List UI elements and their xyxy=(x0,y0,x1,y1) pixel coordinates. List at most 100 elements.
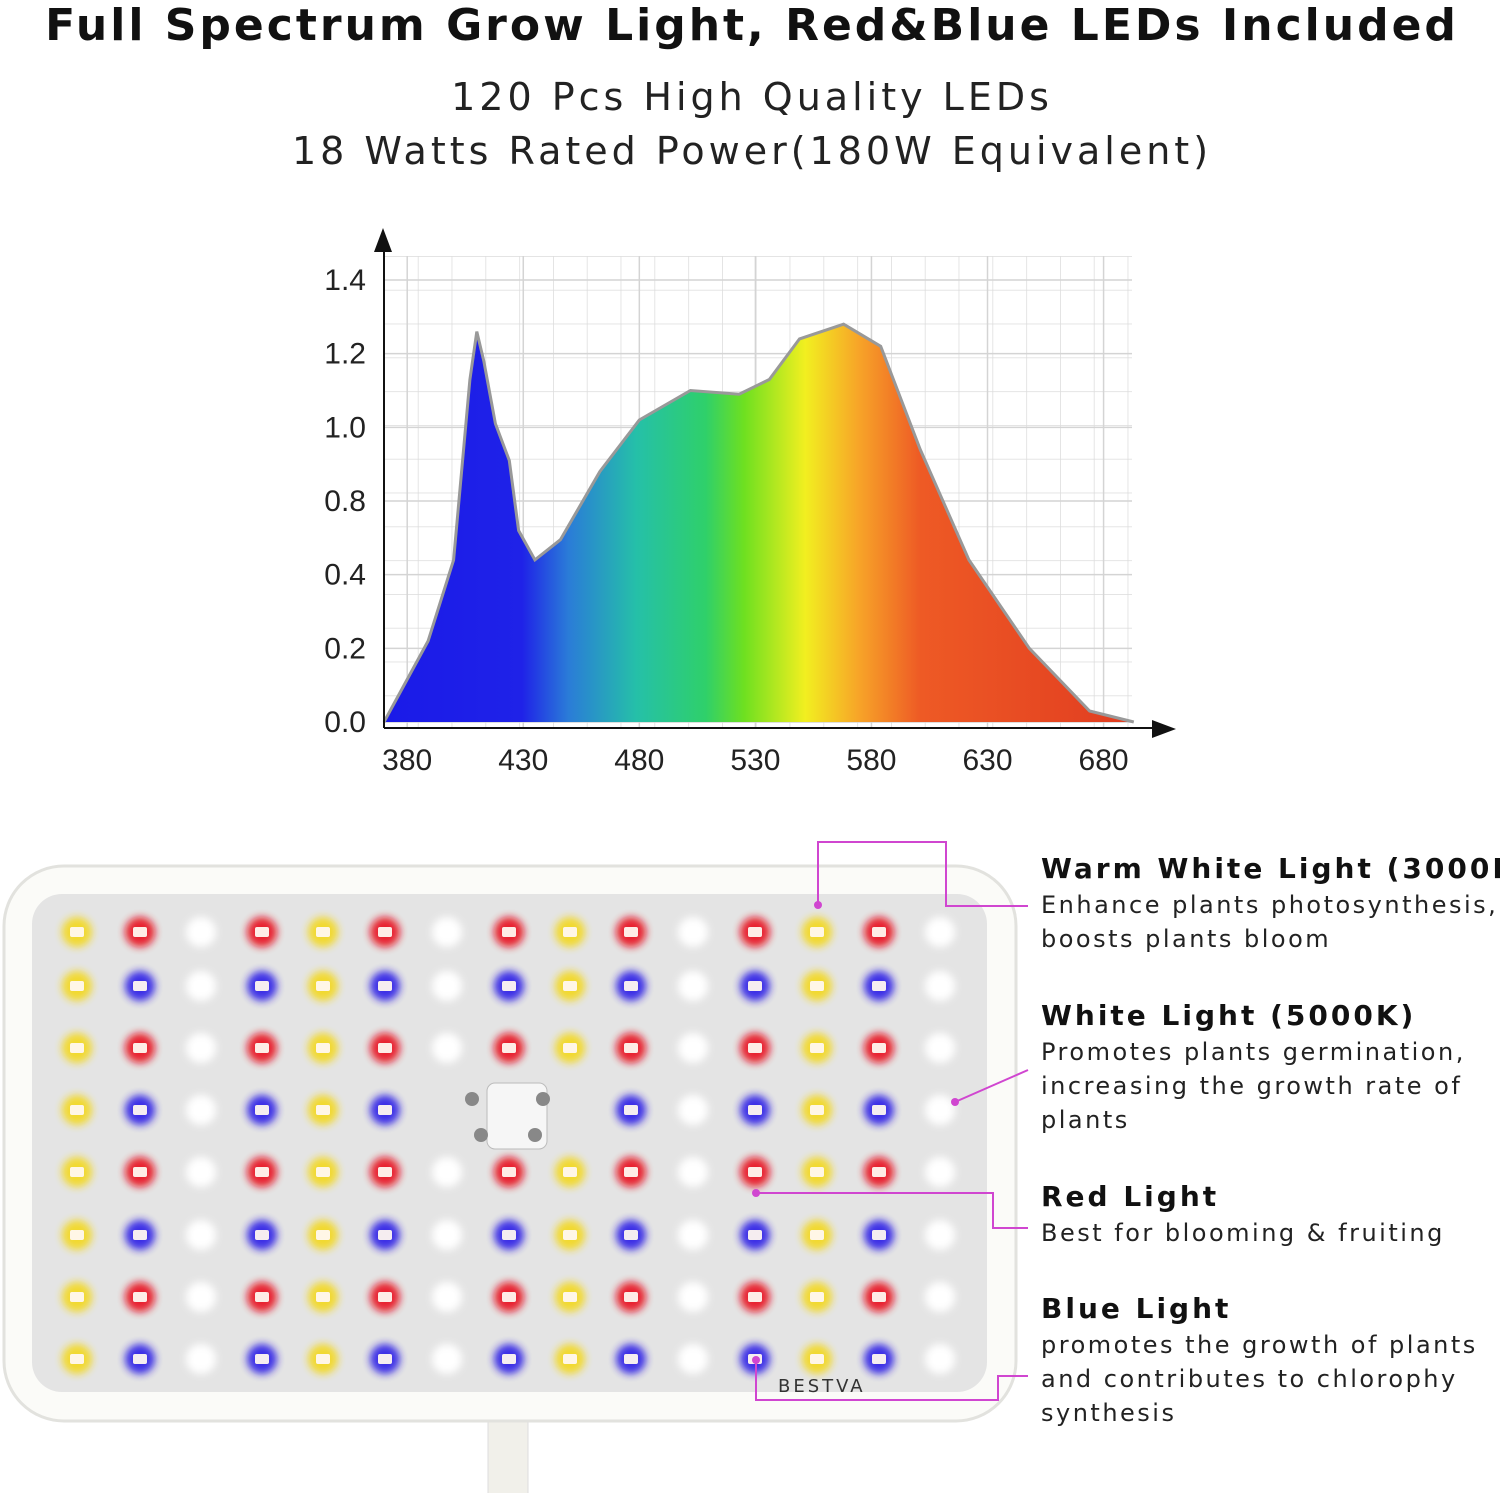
led xyxy=(563,927,577,937)
led xyxy=(316,1043,330,1053)
led xyxy=(194,1105,208,1115)
led xyxy=(133,1105,147,1115)
x-arrow xyxy=(1152,720,1176,738)
led xyxy=(810,1230,824,1240)
callout-text: boosts plants bloom xyxy=(1041,925,1331,953)
subtitle: 120 Pcs High Quality LEDs xyxy=(451,75,1053,119)
led xyxy=(440,1230,454,1240)
y-tick-label: 1.4 xyxy=(324,264,366,297)
callout-text: Enhance plants photosynthesis, xyxy=(1041,891,1498,919)
led xyxy=(872,981,886,991)
y-tick-label: 0.2 xyxy=(324,632,366,665)
led xyxy=(686,927,700,937)
led xyxy=(748,927,762,937)
led xyxy=(502,1230,516,1240)
led xyxy=(933,927,947,937)
led xyxy=(440,1167,454,1177)
led xyxy=(810,1105,824,1115)
led xyxy=(624,981,638,991)
led xyxy=(133,927,147,937)
led xyxy=(933,981,947,991)
led xyxy=(133,981,147,991)
led xyxy=(70,1354,84,1364)
led xyxy=(378,1167,392,1177)
led xyxy=(686,1230,700,1240)
led xyxy=(70,1292,84,1302)
x-tick-label: 430 xyxy=(498,744,548,777)
led xyxy=(255,1354,269,1364)
x-tick-label: 480 xyxy=(614,744,664,777)
callout-title: Blue Light xyxy=(1041,1292,1231,1325)
led xyxy=(624,1105,638,1115)
led xyxy=(316,1105,330,1115)
led xyxy=(70,1167,84,1177)
led xyxy=(194,1292,208,1302)
led xyxy=(316,981,330,991)
led xyxy=(563,1043,577,1053)
callout-title: White Light (5000K) xyxy=(1041,999,1416,1032)
led xyxy=(563,1167,577,1177)
led xyxy=(378,1292,392,1302)
led xyxy=(872,1292,886,1302)
led xyxy=(933,1105,947,1115)
led xyxy=(686,1292,700,1302)
led xyxy=(255,1167,269,1177)
led xyxy=(255,981,269,991)
led xyxy=(378,1230,392,1240)
led xyxy=(440,1043,454,1053)
led xyxy=(316,1167,330,1177)
led xyxy=(563,1354,577,1364)
led xyxy=(563,1292,577,1302)
led xyxy=(194,1354,208,1364)
led xyxy=(133,1230,147,1240)
led xyxy=(378,1105,392,1115)
led xyxy=(316,927,330,937)
led xyxy=(502,1167,516,1177)
led xyxy=(133,1354,147,1364)
led xyxy=(872,1230,886,1240)
callout-title: Red Light xyxy=(1041,1180,1219,1213)
led xyxy=(872,1043,886,1053)
led xyxy=(748,1167,762,1177)
x-tick-label: 580 xyxy=(846,744,896,777)
led xyxy=(563,1230,577,1240)
y-tick-label: 0.8 xyxy=(324,485,366,518)
subtitle: 18 Watts Rated Power(180W Equivalent) xyxy=(292,129,1212,173)
led xyxy=(378,981,392,991)
led xyxy=(686,1167,700,1177)
y-tick-label: 1.2 xyxy=(324,338,366,371)
brand: BESTVA xyxy=(778,1376,866,1397)
led xyxy=(624,1354,638,1364)
callout-text: Promotes plants germination, xyxy=(1041,1038,1466,1066)
led xyxy=(440,927,454,937)
led xyxy=(502,1292,516,1302)
led xyxy=(810,1043,824,1053)
led xyxy=(563,981,577,991)
callout-text: and contributes to chlorophy xyxy=(1041,1365,1458,1393)
callout-text: promotes the growth of plants xyxy=(1041,1331,1478,1359)
chart: 0.0 0.2 0.4 0.8 1.0 1.2 1.4 380 430 480 530 580 630 6… xyxy=(324,228,1176,777)
led xyxy=(748,1043,762,1053)
x-tick-label: 530 xyxy=(730,744,780,777)
led xyxy=(440,1354,454,1364)
led xyxy=(810,1292,824,1302)
led xyxy=(810,1167,824,1177)
y-tick-label: 1.0 xyxy=(324,411,366,444)
led xyxy=(872,1167,886,1177)
led xyxy=(316,1230,330,1240)
title: Full Spectrum Grow Light, Red&Blue LEDs … xyxy=(45,0,1459,51)
led xyxy=(440,1292,454,1302)
led xyxy=(194,927,208,937)
led xyxy=(502,927,516,937)
led xyxy=(255,1105,269,1115)
led xyxy=(378,1043,392,1053)
led xyxy=(70,981,84,991)
led xyxy=(255,1292,269,1302)
led xyxy=(194,1167,208,1177)
led xyxy=(502,1043,516,1053)
led xyxy=(810,981,824,991)
callouts: Warm White Light (3000K) Enhance plants p… xyxy=(1041,852,1500,1427)
callout-text: synthesis xyxy=(1041,1399,1176,1427)
led xyxy=(316,1292,330,1302)
